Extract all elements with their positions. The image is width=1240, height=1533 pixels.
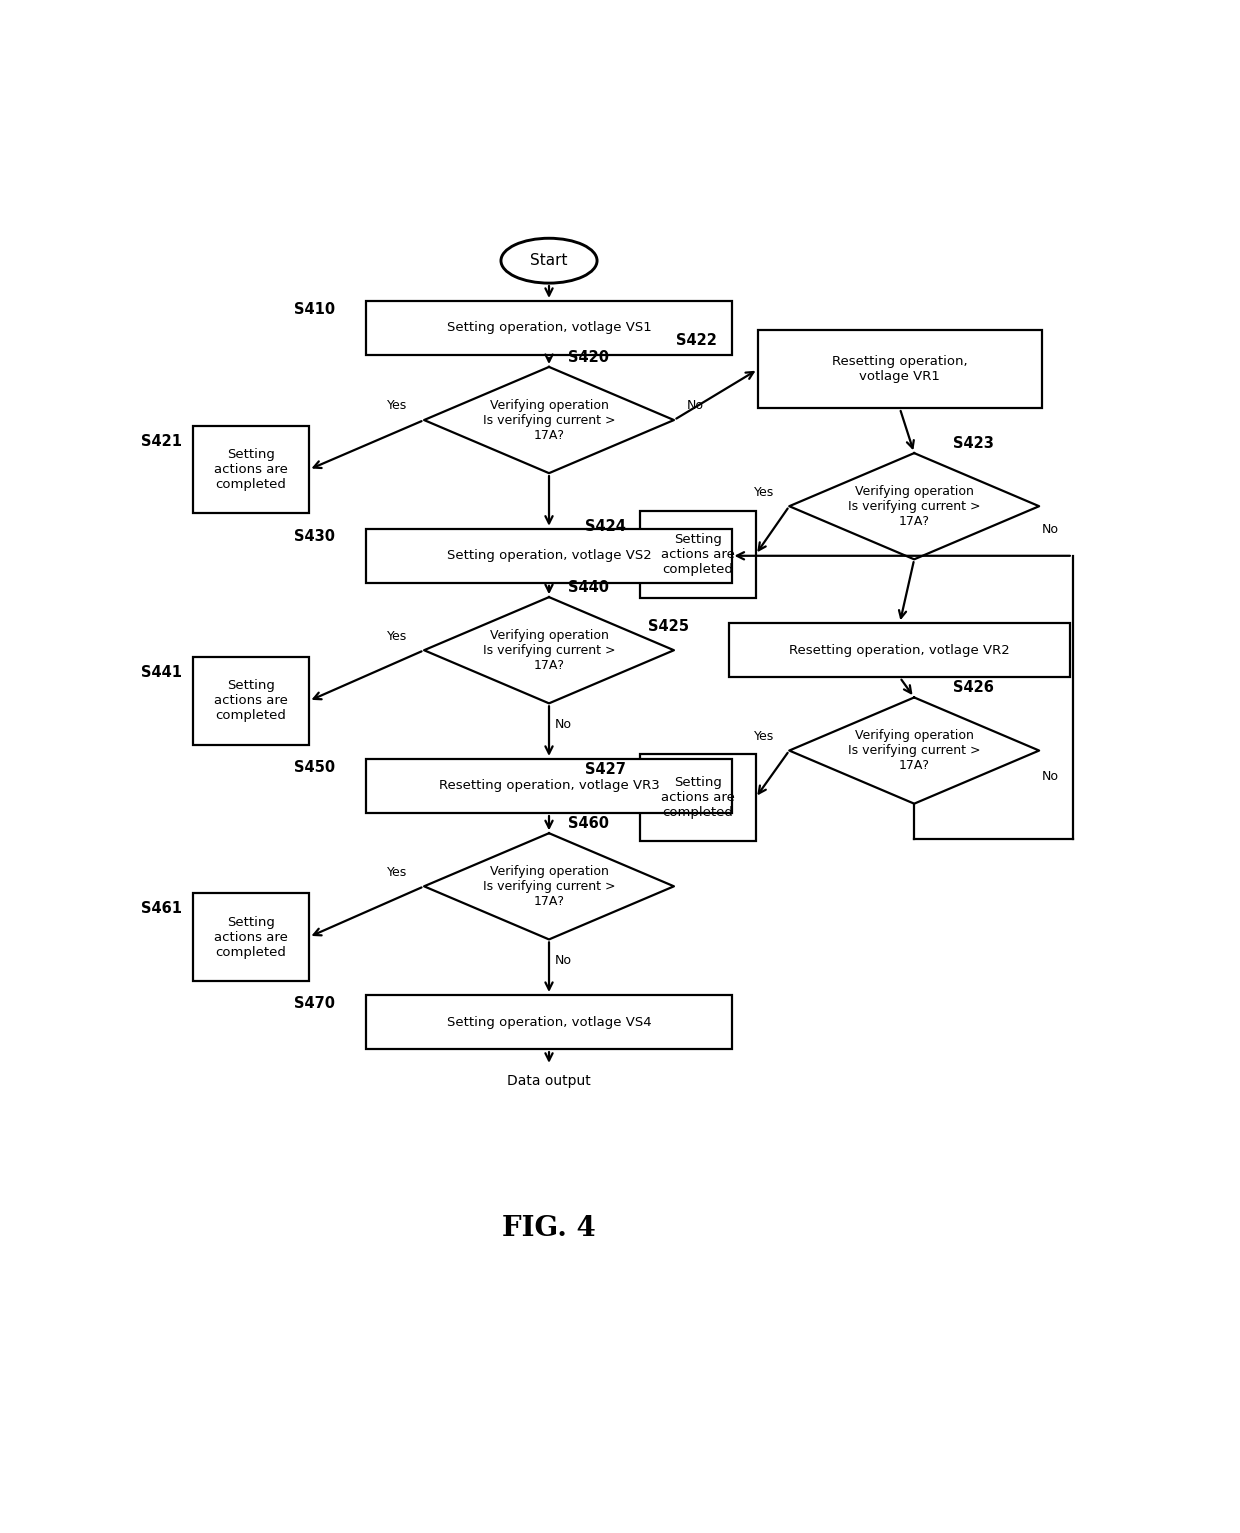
Text: Setting
actions are
completed: Setting actions are completed xyxy=(215,679,288,722)
Text: S461: S461 xyxy=(140,901,181,917)
FancyBboxPatch shape xyxy=(367,759,732,812)
Text: S424: S424 xyxy=(584,518,625,533)
FancyBboxPatch shape xyxy=(193,658,309,745)
Text: Yes: Yes xyxy=(387,400,407,412)
Ellipse shape xyxy=(501,238,596,284)
Text: No: No xyxy=(556,717,572,731)
Text: Setting
actions are
completed: Setting actions are completed xyxy=(661,776,735,819)
Text: S422: S422 xyxy=(676,334,717,348)
Text: Setting operation, votlage VS2: Setting operation, votlage VS2 xyxy=(446,549,651,563)
Text: Resetting operation, votlage VR3: Resetting operation, votlage VR3 xyxy=(439,779,660,793)
Text: Verifying operation
Is verifying current >
17A?: Verifying operation Is verifying current… xyxy=(848,484,981,527)
Text: No: No xyxy=(687,400,703,412)
Text: S440: S440 xyxy=(568,579,609,595)
Text: FIG. 4: FIG. 4 xyxy=(502,1216,596,1242)
Polygon shape xyxy=(789,454,1039,560)
Text: Verifying operation
Is verifying current >
17A?: Verifying operation Is verifying current… xyxy=(482,629,615,671)
FancyBboxPatch shape xyxy=(758,330,1042,408)
Text: Start: Start xyxy=(531,253,568,268)
Text: Verifying operation
Is verifying current >
17A?: Verifying operation Is verifying current… xyxy=(848,730,981,773)
Text: S425: S425 xyxy=(647,619,688,635)
Text: No: No xyxy=(1042,770,1059,783)
Text: Verifying operation
Is verifying current >
17A?: Verifying operation Is verifying current… xyxy=(482,865,615,908)
Text: S470: S470 xyxy=(294,995,335,1010)
Text: Setting operation, votlage VS4: Setting operation, votlage VS4 xyxy=(446,1015,651,1029)
Text: S430: S430 xyxy=(294,529,335,544)
Text: S421: S421 xyxy=(140,434,181,449)
Text: Data output: Data output xyxy=(507,1075,591,1088)
Text: S441: S441 xyxy=(140,665,181,681)
Text: Setting
actions are
completed: Setting actions are completed xyxy=(215,448,288,491)
Text: Setting
actions are
completed: Setting actions are completed xyxy=(215,915,288,958)
FancyBboxPatch shape xyxy=(367,300,732,356)
Text: S450: S450 xyxy=(294,759,336,774)
FancyBboxPatch shape xyxy=(367,995,732,1049)
Text: Resetting operation,
votlage VR1: Resetting operation, votlage VR1 xyxy=(832,356,967,383)
Text: Yes: Yes xyxy=(387,866,407,878)
Polygon shape xyxy=(424,834,675,940)
Polygon shape xyxy=(424,596,675,704)
Text: Yes: Yes xyxy=(387,630,407,642)
FancyBboxPatch shape xyxy=(193,426,309,514)
FancyBboxPatch shape xyxy=(729,622,1070,678)
Text: S460: S460 xyxy=(568,816,609,831)
Polygon shape xyxy=(789,698,1039,803)
Polygon shape xyxy=(424,366,675,474)
Text: Yes: Yes xyxy=(754,730,775,744)
Text: Setting
actions are
completed: Setting actions are completed xyxy=(661,533,735,576)
Text: S420: S420 xyxy=(568,350,609,365)
FancyBboxPatch shape xyxy=(367,529,732,583)
FancyBboxPatch shape xyxy=(640,510,755,598)
Text: Resetting operation, votlage VR2: Resetting operation, votlage VR2 xyxy=(790,644,1011,656)
Text: S423: S423 xyxy=(952,437,993,451)
Text: S426: S426 xyxy=(952,681,993,696)
Text: No: No xyxy=(1042,523,1059,537)
Text: Yes: Yes xyxy=(754,486,775,498)
FancyBboxPatch shape xyxy=(193,894,309,981)
FancyBboxPatch shape xyxy=(640,754,755,842)
Text: S427: S427 xyxy=(584,762,625,777)
Text: Setting operation, votlage VS1: Setting operation, votlage VS1 xyxy=(446,322,651,334)
Text: Verifying operation
Is verifying current >
17A?: Verifying operation Is verifying current… xyxy=(482,399,615,442)
Text: No: No xyxy=(556,954,572,967)
Text: S410: S410 xyxy=(294,302,336,317)
